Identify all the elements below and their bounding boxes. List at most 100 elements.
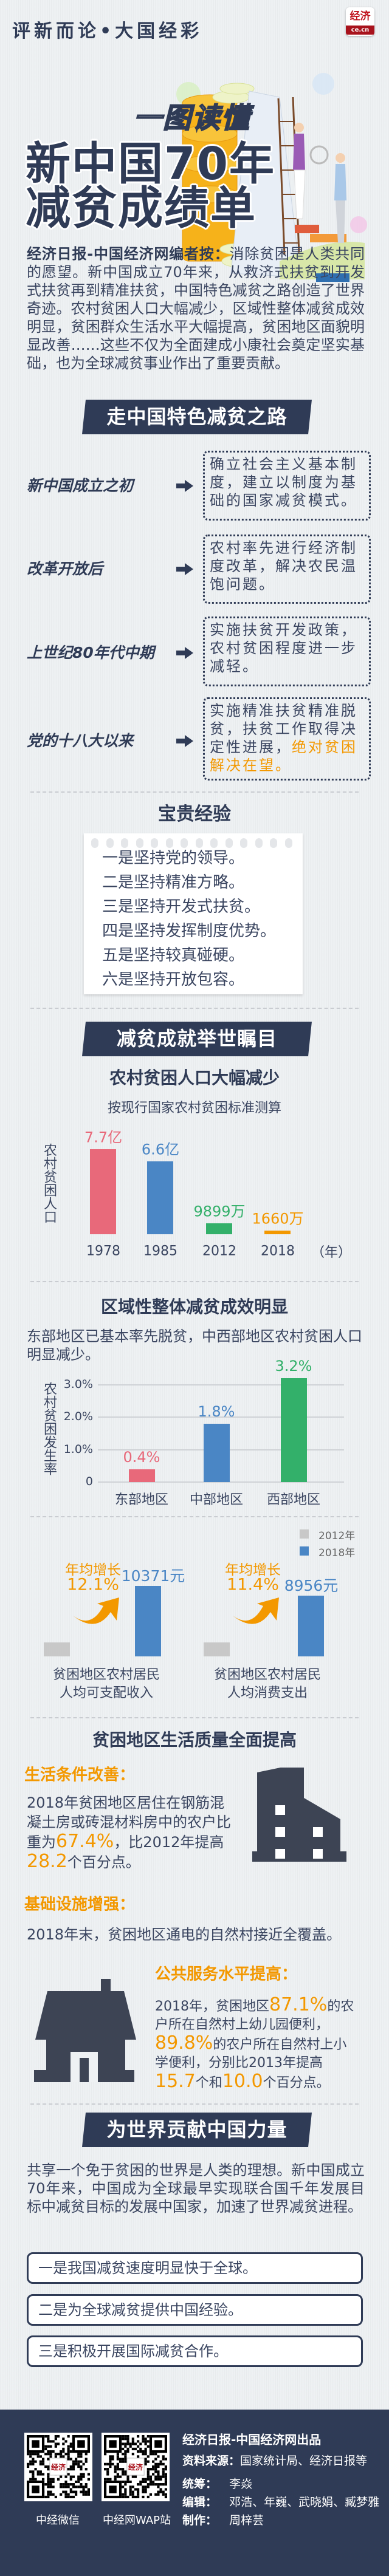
legend-label: 2012年 xyxy=(318,1530,356,1542)
public-service-heading: 公共服务水平提高： xyxy=(155,1965,298,1984)
binder-hole xyxy=(106,838,114,848)
gridline xyxy=(98,1416,344,1418)
x-tick-label: 东部地区 xyxy=(114,1492,169,1508)
series-title: 评新而论•大国经彩 xyxy=(12,21,203,42)
chart1-title: 农村贫困人口大幅减少 xyxy=(109,1068,280,1088)
title-line-1: 新中国70年 xyxy=(26,138,275,190)
title-kicker: 一图读懂 xyxy=(133,101,250,135)
apartment-building-icon xyxy=(252,1768,346,1862)
source-line: 资料来源：国家统计局、经济日报等 xyxy=(182,2454,368,2468)
growth-rate: 11.4% xyxy=(227,1575,279,1594)
timeline-text: 农村率先进行经济制度改革，解决农民温饱问题。 xyxy=(210,539,357,593)
timeline-description: 确立社会主义基本制度，建立以制度为基础的国家减贫模式。 xyxy=(203,451,371,521)
bar-value-label: 0.4% xyxy=(123,1448,160,1466)
binder-hole xyxy=(165,838,173,848)
experience-item: 四是坚持发挥制度优势。 xyxy=(102,922,277,940)
timeline-period: 改革开放后 xyxy=(27,560,103,578)
section-banner-world: 为世界贡献中国力量 xyxy=(82,2113,312,2147)
chart2-title: 区域性整体减贫成效明显 xyxy=(100,1297,288,1317)
timeline-text: 实施精准扶贫精准脱贫，扶贫工作取得决定性进展， xyxy=(210,702,357,756)
producer: 经济日报-中国经济网出品 xyxy=(182,2432,322,2447)
world-point-3: 三是积极开展国际减贫合作。 xyxy=(27,2335,363,2367)
x-tick-label: 中部地区 xyxy=(189,1492,244,1508)
experience-item: 六是坚持开放包容。 xyxy=(102,971,245,989)
y-tick-label: 1.0% xyxy=(63,1442,93,1456)
curved-arrow-up-icon xyxy=(233,1597,279,1628)
bar-2012 xyxy=(206,1223,232,1234)
binder-hole xyxy=(136,838,143,848)
experience-item: 五是坚持较真碰硬。 xyxy=(102,946,245,965)
divider xyxy=(30,1281,359,1282)
experience-item: 三是坚持开发式扶贫。 xyxy=(102,898,261,916)
binder-hole xyxy=(225,838,233,848)
quality-title: 贫困地区生活质量全面提高 xyxy=(92,1730,297,1750)
bar-2018 xyxy=(135,1586,161,1656)
timeline-text: 确立社会主义基本制度，建立以制度为基础的国家减贫模式。 xyxy=(210,456,357,509)
growth-label: 年均增长 xyxy=(65,1562,121,1578)
timeline-highlight: 绝对贫困解决在望。 xyxy=(210,739,357,774)
curved-arrow-up-icon xyxy=(73,1597,119,1628)
bar-2018 xyxy=(298,1595,324,1656)
bar-value-label: 1.8% xyxy=(198,1403,235,1420)
binder-hole xyxy=(284,838,292,848)
bar-东部地区 xyxy=(129,1469,155,1482)
legend-label: 2018年 xyxy=(318,1547,356,1559)
arrow-right-icon xyxy=(176,735,193,747)
wap-qr-code[interactable]: 经济 xyxy=(102,2433,170,2501)
experience-note-card: 一是坚持党的领导。 二是坚持精准方略。 三是坚持开发式扶贫。 四是坚持发挥制度优势。五… xyxy=(84,833,303,994)
experience-item: 二是坚持精准方略。 xyxy=(102,873,245,892)
x-tick-label: 2012 xyxy=(202,1243,236,1259)
ce-logo[interactable]: 经济 ce.cn xyxy=(346,7,374,36)
wechat-qr-code[interactable]: 经济 xyxy=(24,2433,92,2501)
binder-hole xyxy=(270,838,277,848)
chart1-xunit: （年） xyxy=(311,1245,352,1260)
y-tick-label: 3.0% xyxy=(63,1378,93,1392)
house-icon xyxy=(34,1979,136,2082)
living-heading: 生活条件改善： xyxy=(24,1766,136,1785)
qr-code-pattern: 经济 xyxy=(103,2434,167,2498)
timeline-period: 党的十八大以来 xyxy=(27,732,134,750)
section-banner-road: 走中国特色减贫之路 xyxy=(82,400,312,434)
editor-note: 经济日报-中国经济网编者按：消除贫困是人类共同的愿望。新中国成立70年来，从救济… xyxy=(27,245,365,372)
bar-value-label: 3.2% xyxy=(275,1358,312,1375)
bar-value-label: 10371元 xyxy=(121,1567,185,1585)
editors-line: 编辑： 邓浩、年巍、武晓娟、臧梦雅 xyxy=(182,2495,380,2509)
public-service-paragraph: 2018年，贫困地区87.1%的农 户所在自然村上幼儿园便利， 89.8%的农户… xyxy=(155,1994,354,2092)
wap-qr-label: 中经网WAP站 xyxy=(103,2514,171,2527)
bar-西部地区 xyxy=(281,1378,307,1482)
income-caption: 贫困地区农村居民人均可支配收入 xyxy=(52,1667,160,1701)
growth-rate: 12.1% xyxy=(67,1575,119,1594)
svg-text:经济: 经济 xyxy=(51,2462,66,2472)
income-caption: 贫困地区农村居民人均消费支出 xyxy=(213,1667,321,1701)
bar-2012 xyxy=(204,1642,230,1656)
svg-text:经济: 经济 xyxy=(128,2462,143,2472)
chart2-ylabel: 农村贫困发生率 xyxy=(41,1382,57,1475)
x-tick-label: 西部地区 xyxy=(266,1492,321,1508)
bar-2012 xyxy=(44,1642,70,1656)
growth-label: 年均增长 xyxy=(225,1562,281,1578)
y-tick-label: 2.0% xyxy=(63,1410,93,1424)
y-tick-label: 0 xyxy=(85,1475,93,1488)
divider xyxy=(30,791,359,793)
timeline-description: 实施精准扶贫精准脱贫，扶贫工作取得决定性进展，绝对贫困解决在望。 xyxy=(203,697,371,781)
binder-hole xyxy=(121,838,128,848)
divider xyxy=(30,1008,359,1009)
bar-1985 xyxy=(147,1161,173,1234)
arrow-right-icon xyxy=(176,647,193,659)
binder-hole xyxy=(255,838,263,848)
bar-中部地区 xyxy=(204,1424,230,1482)
binder-hole xyxy=(91,838,98,848)
gridline xyxy=(98,1384,344,1386)
timeline-text: 实施扶贫开发政策，农村贫困程度进一步减轻。 xyxy=(210,621,357,675)
chart1-subtitle: 按现行国家农村贫困标准测算 xyxy=(107,1101,281,1116)
gridline xyxy=(98,1481,344,1483)
hero-illustration xyxy=(176,73,367,282)
bar-1978 xyxy=(90,1149,116,1234)
bar-value-label: 8956元 xyxy=(284,1576,339,1594)
section-banner-achievement: 减贫成就举世瞩目 xyxy=(82,1022,312,1056)
divider xyxy=(30,1717,359,1718)
world-point-1: 一是我国减贫速度明显快于全球。 xyxy=(27,2252,363,2284)
chart1-ylabel: 农村贫困人口 xyxy=(41,1143,57,1223)
arrow-right-icon xyxy=(176,480,193,492)
infrastructure-text: 2018年末，贫困地区通电的自然村接近全覆盖。 xyxy=(27,1926,342,1943)
